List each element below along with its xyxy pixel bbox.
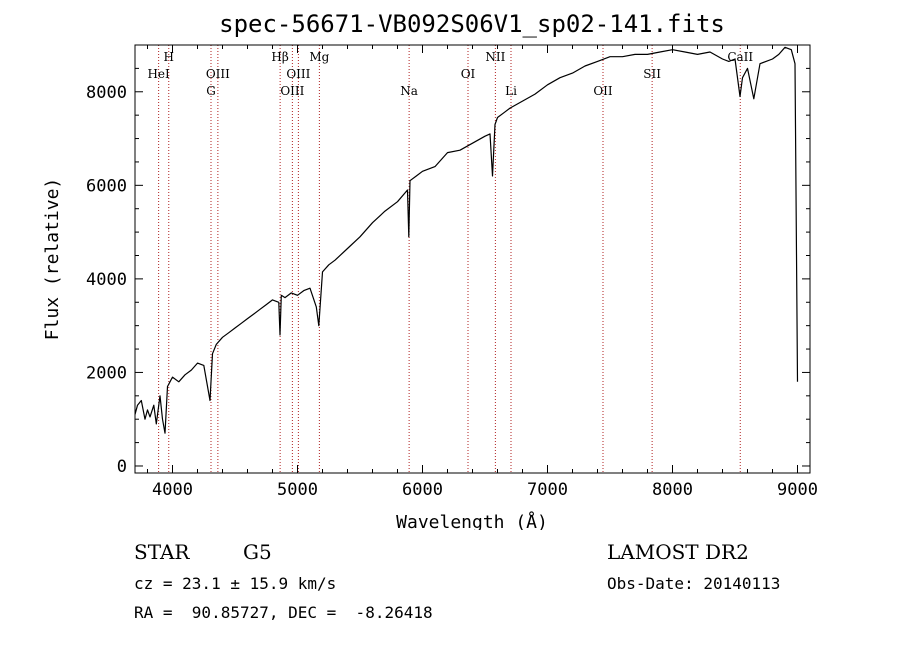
chart-title: spec-56671-VB092S06V1_sp02-141.fits (219, 10, 725, 38)
observation-date: Obs-Date: 20140113 (607, 574, 781, 593)
line-label-caii: CaII (727, 50, 753, 64)
x-tick-label: 7000 (527, 480, 568, 500)
line-label-oii: OII (593, 84, 613, 98)
object-subclass: G5 (243, 540, 272, 564)
line-label-nii: NII (485, 50, 505, 64)
x-tick-label: 6000 (402, 480, 443, 500)
x-axis-label: Wavelength (Å) (396, 511, 548, 530)
spectral-line-markers (158, 45, 741, 473)
line-label-g: G (206, 84, 216, 98)
line-label-oiii: OIII (286, 67, 310, 81)
spectral-line-labels: HeI H OIII G Hβ OIII OIII Mg Na OI NII Li OII SII CaII (147, 50, 753, 98)
line-label-mg: Mg (309, 50, 329, 64)
y-axis-ticks: 0 2000 4000 6000 8000 (86, 67, 810, 477)
coordinates: RA = 90.85727, DEC = -8.26418 (134, 603, 433, 622)
x-tick-label: 5000 (277, 480, 318, 500)
spectrum-chart: spec-56671-VB092S06V1_sp02-141.fits HeIH… (42, 10, 818, 530)
y-tick-label: 4000 (86, 270, 127, 290)
spectrum-line (134, 46, 799, 434)
line-label-oiii: OIII (206, 67, 230, 81)
plot-frame (134, 44, 811, 474)
y-tick-label: 8000 (86, 83, 127, 103)
y-tick-label: 2000 (86, 363, 127, 383)
line-label-oiii: OIII (280, 84, 304, 98)
x-axis-ticks: 4000 5000 6000 7000 8000 9000 (147, 45, 818, 500)
line-label-li: Li (505, 84, 517, 98)
y-tick-label: 6000 (86, 176, 127, 196)
redshift-info: cz = 23.1 ± 15.9 km/s (134, 574, 337, 593)
x-tick-label: 4000 (152, 480, 193, 500)
line-label-na: Na (400, 84, 418, 98)
x-tick-label: 9000 (777, 480, 818, 500)
line-label-hβ: Hβ (271, 50, 288, 64)
line-label-sii: SII (643, 67, 661, 81)
line-label-hei: HeI (147, 67, 170, 81)
y-axis-label: Flux (relative) (42, 178, 63, 341)
object-class: STAR (134, 540, 190, 564)
line-label-h: H (164, 50, 174, 64)
survey-name: LAMOST DR2 (607, 540, 749, 564)
x-tick-label: 8000 (652, 480, 693, 500)
y-tick-label: 0 (117, 457, 127, 477)
line-label-oi: OI (461, 67, 476, 81)
